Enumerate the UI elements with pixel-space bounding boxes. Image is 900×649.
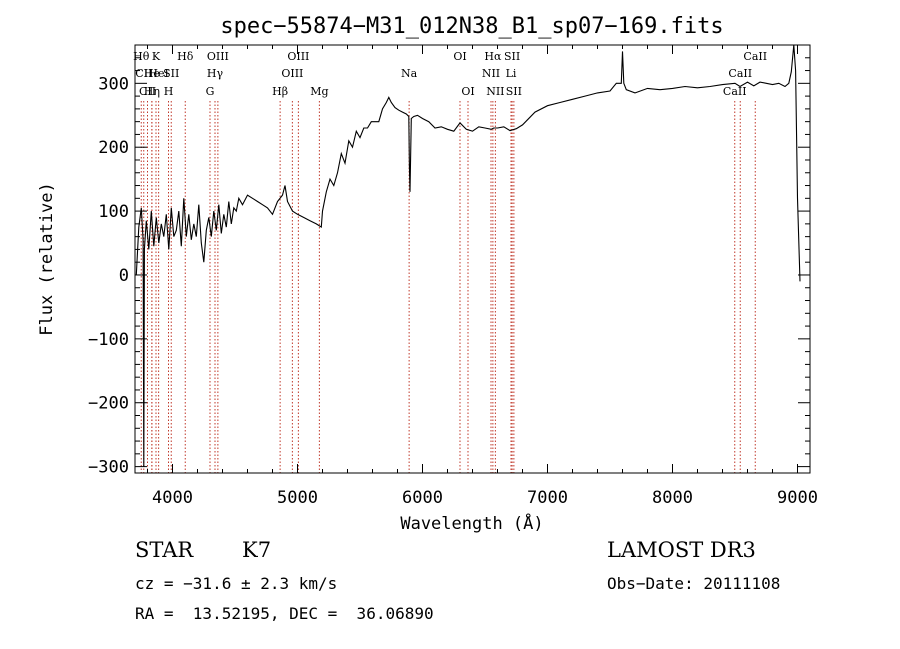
spectrum-chart: spec−55874−M31_012N38_B1_sp07−169.fits H…	[37, 14, 818, 534]
marker-label-22: NII	[486, 85, 504, 98]
marker-label-24: SII	[504, 50, 520, 63]
y-tick-label-0: −300	[88, 458, 129, 478]
marker-label-18: OI	[453, 50, 466, 63]
marker-label-9: Hδ	[177, 50, 194, 63]
marker-label-2: CII	[139, 85, 156, 98]
marker-label-6: HeI	[148, 67, 168, 80]
x-tick-label-2: 6000	[402, 488, 443, 508]
y-tick-label-6: 300	[98, 74, 129, 94]
marker-label-28: CaII	[743, 50, 767, 63]
object-subclass: K7	[242, 538, 272, 562]
marker-label-20: NII	[482, 67, 500, 80]
marker-label-8: SII	[163, 67, 179, 80]
observation-date: Obs−Date: 20111108	[607, 574, 781, 593]
marker-label-3: He	[144, 67, 160, 80]
marker-label-17: Na	[401, 67, 418, 80]
marker-label-14: OIII	[281, 67, 303, 80]
marker-label-13: Hβ	[272, 85, 288, 98]
marker-label-27: CaII	[728, 67, 752, 80]
y-tick-label-1: −200	[88, 394, 129, 414]
y-axis-label: Flux (relative)	[37, 182, 57, 336]
spectrum-line	[135, 44, 801, 467]
y-tick-label-4: 100	[98, 202, 129, 222]
y-tick-label-3: 0	[119, 266, 129, 286]
chart-title: spec−55874−M31_012N38_B1_sp07−169.fits	[220, 14, 723, 39]
marker-label-7: H	[164, 85, 174, 98]
marker-label-12: OIII	[207, 50, 229, 63]
y-tick-label-2: −100	[88, 330, 129, 350]
marker-label-4: Hη	[144, 85, 160, 98]
marker-label-26: CaII	[723, 85, 747, 98]
marker-label-25: SII	[506, 85, 522, 98]
object-class: STAR	[135, 538, 194, 562]
redshift-cz: cz = −31.6 ± 2.3 km/s	[135, 574, 338, 593]
line-markers: HθCIICIIHeHηKHeIHSIIHδGHγOIIIHβOIIIOIIIM…	[133, 50, 767, 473]
marker-label-15: OIII	[287, 50, 309, 63]
x-tick-label-4: 8000	[652, 488, 693, 508]
marker-label-19: OI	[461, 85, 474, 98]
marker-label-23: Li	[506, 67, 517, 80]
sky-coordinates: RA = 13.52195, DEC = 36.06890	[135, 604, 434, 623]
marker-label-10: G	[206, 85, 215, 98]
survey-name: LAMOST DR3	[607, 538, 756, 562]
x-tick-label-0: 4000	[152, 488, 193, 508]
marker-label-11: Hγ	[207, 67, 224, 80]
marker-label-5: K	[152, 50, 161, 63]
x-axis-label: Wavelength (Å)	[400, 512, 543, 534]
x-axis-ticks: 4000 5000 6000 7000 8000 9000	[147, 45, 818, 508]
marker-label-0: Hθ	[133, 50, 150, 63]
marker-label-21: Hα	[484, 50, 502, 63]
x-tick-label-5: 9000	[777, 488, 818, 508]
y-tick-label-5: 200	[98, 138, 129, 158]
plot-frame	[134, 44, 811, 474]
y-axis-ticks: −300 −200 −100 0 100 200 300	[88, 57, 810, 478]
marker-label-16: Mg	[310, 85, 328, 98]
x-tick-label-1: 5000	[277, 488, 318, 508]
x-tick-label-3: 7000	[527, 488, 568, 508]
